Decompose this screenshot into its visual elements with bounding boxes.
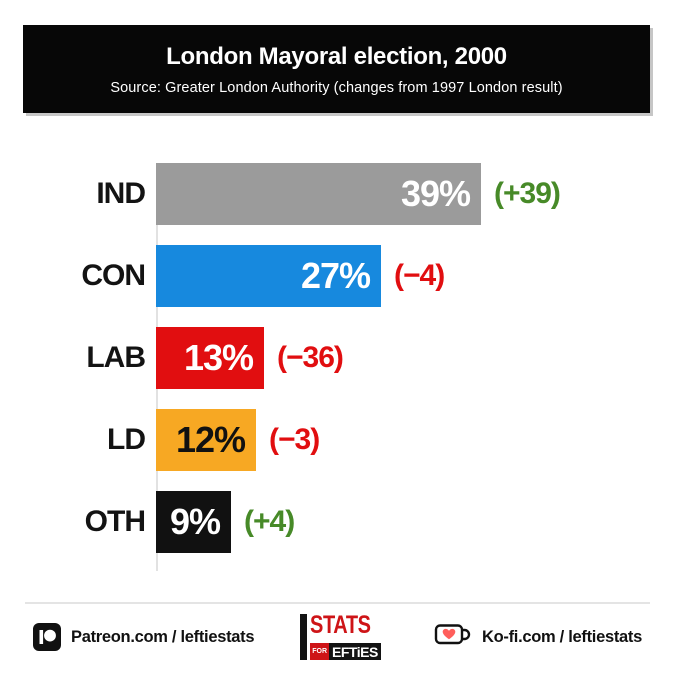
bar: 27% (156, 245, 381, 307)
category-label: IND (96, 177, 146, 210)
kofi-link-label: Ko-fi.com / leftiestats (482, 627, 642, 646)
bar-value-label: 9% (169, 501, 221, 542)
logo-stats-text: STATS (310, 611, 371, 639)
bar-value-label: 27% (300, 255, 371, 296)
bar-change-label: (+39) (494, 177, 561, 210)
bar: 12% (156, 409, 256, 471)
patreon-credit: Patreon.com / leftiestats (33, 623, 255, 651)
patreon-icon (33, 623, 61, 651)
chart-source: Source: Greater London Authority (change… (110, 79, 563, 96)
bar-change-label: (−4) (394, 259, 445, 292)
category-label: OTH (84, 505, 146, 538)
chart-row: LAB 13% (−36) (0, 327, 675, 389)
page-title: London Mayoral election, 2000 (166, 42, 507, 70)
patreon-link-label: Patreon.com / leftiestats (71, 627, 255, 646)
category-label: CON (81, 259, 146, 292)
kofi-cup-icon (434, 624, 471, 645)
logo-efties-text: EFTiES (329, 643, 381, 660)
chart-row: IND 39% (+39) (0, 163, 675, 225)
bar-change-label: (−3) (269, 423, 320, 456)
stats-for-lefties-logo: STATS FOR EFTiES (300, 611, 386, 660)
logo-for-text: FOR (310, 643, 330, 660)
bar-change-label: (+4) (244, 505, 295, 538)
bar: 39% (156, 163, 481, 225)
chart-header: London Mayoral election, 2000 Source: Gr… (23, 25, 650, 113)
chart-row: CON 27% (−4) (0, 245, 675, 307)
footer: Patreon.com / leftiestats STATS FOR EFTi… (33, 612, 642, 662)
bar-value-label: 12% (175, 419, 246, 460)
category-label: LAB (86, 341, 146, 374)
bar-chart: IND 39% (+39) CON 27% (−4) LAB 13% (0, 163, 675, 573)
category-label: LD (107, 423, 146, 456)
bar: 9% (156, 491, 231, 553)
footer-divider (25, 602, 650, 604)
bar-value-label: 13% (183, 337, 254, 378)
chart-row: LD 12% (−3) (0, 409, 675, 471)
chart-row: OTH 9% (+4) (0, 491, 675, 553)
bar-value-label: 39% (400, 173, 471, 214)
bar: 13% (156, 327, 264, 389)
bar-change-label: (−36) (277, 341, 344, 374)
logo-l-bar (300, 614, 308, 660)
kofi-credit: Ko-fi.com / leftiestats (432, 622, 642, 652)
